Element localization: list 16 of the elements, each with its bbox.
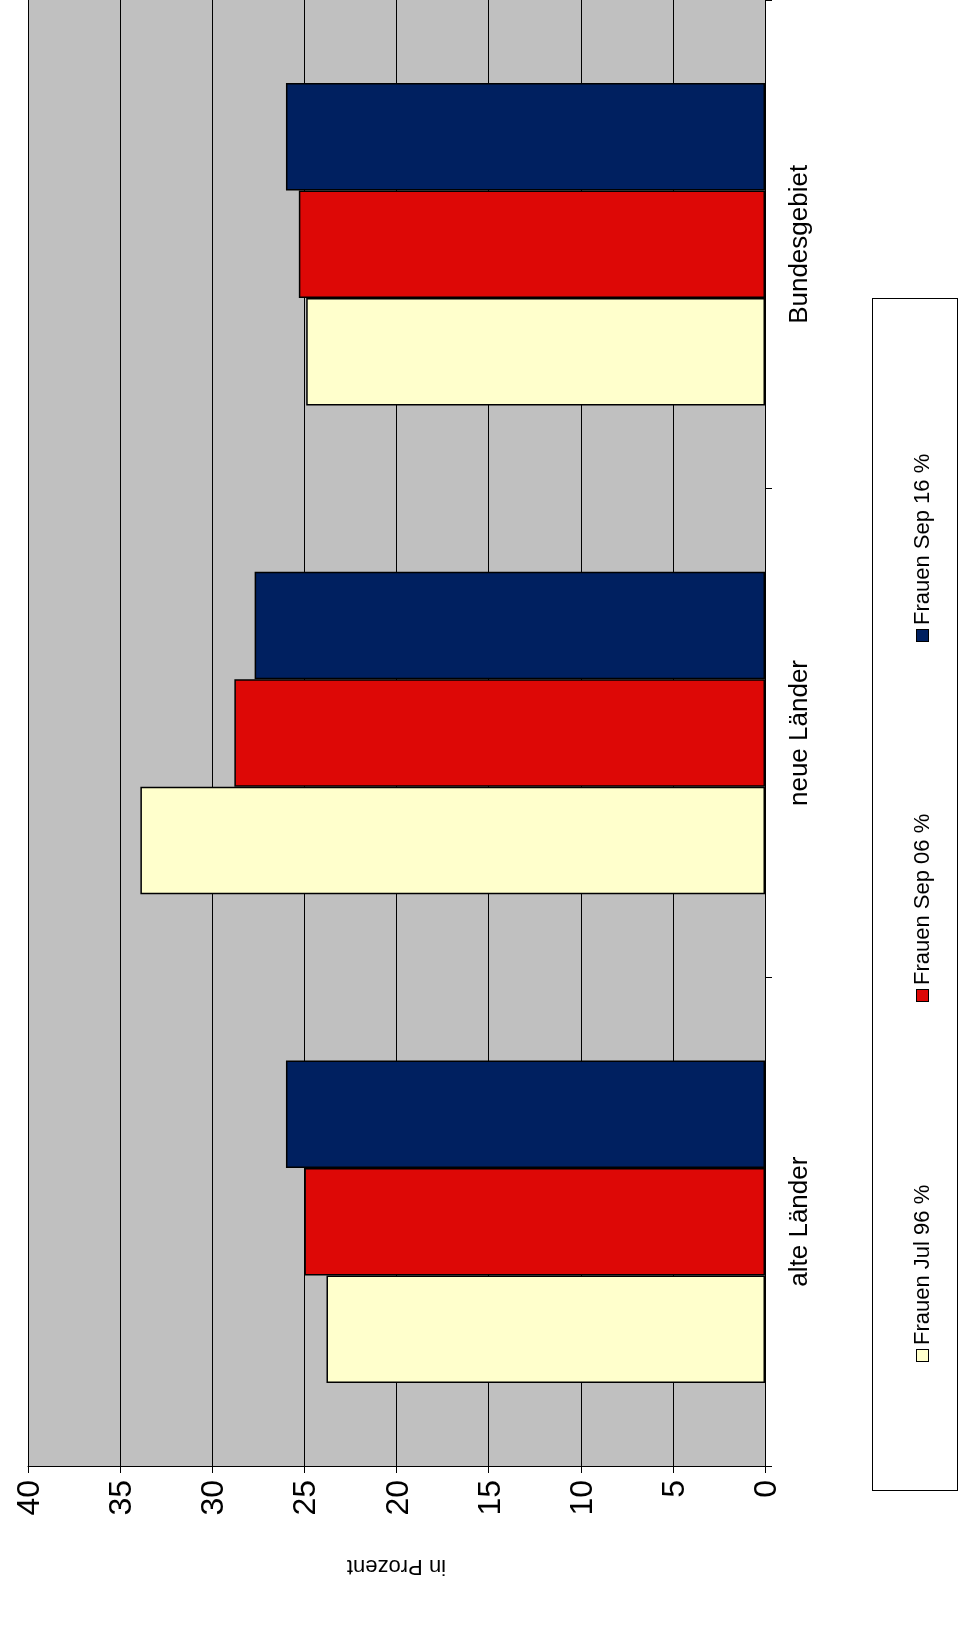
x-tick-label: 10	[562, 1480, 599, 1516]
x-tick-label: 30	[194, 1480, 231, 1516]
text: Frauen Sep 06 %	[909, 813, 935, 985]
x-tick-label: 5	[654, 1480, 691, 1498]
y-tick-label: neue Länder	[783, 659, 813, 807]
y-tick-label: Bundesgebiet	[783, 164, 813, 324]
x-axis-title: in Prozent	[346, 1554, 447, 1580]
x-tick-label: 25	[286, 1480, 323, 1516]
x-tick-label: 0	[747, 1480, 783, 1498]
x-tick-label: 40	[10, 1480, 46, 1516]
y-tick-label: alte Länder	[783, 1156, 813, 1287]
text: Frauen Sep 16 %	[909, 453, 935, 625]
x-tick-label: 20	[378, 1480, 415, 1516]
x-tick-label: 15	[470, 1480, 507, 1516]
x-tick-label: 35	[102, 1480, 139, 1516]
text: Frauen Jul 96 %	[909, 1184, 935, 1345]
